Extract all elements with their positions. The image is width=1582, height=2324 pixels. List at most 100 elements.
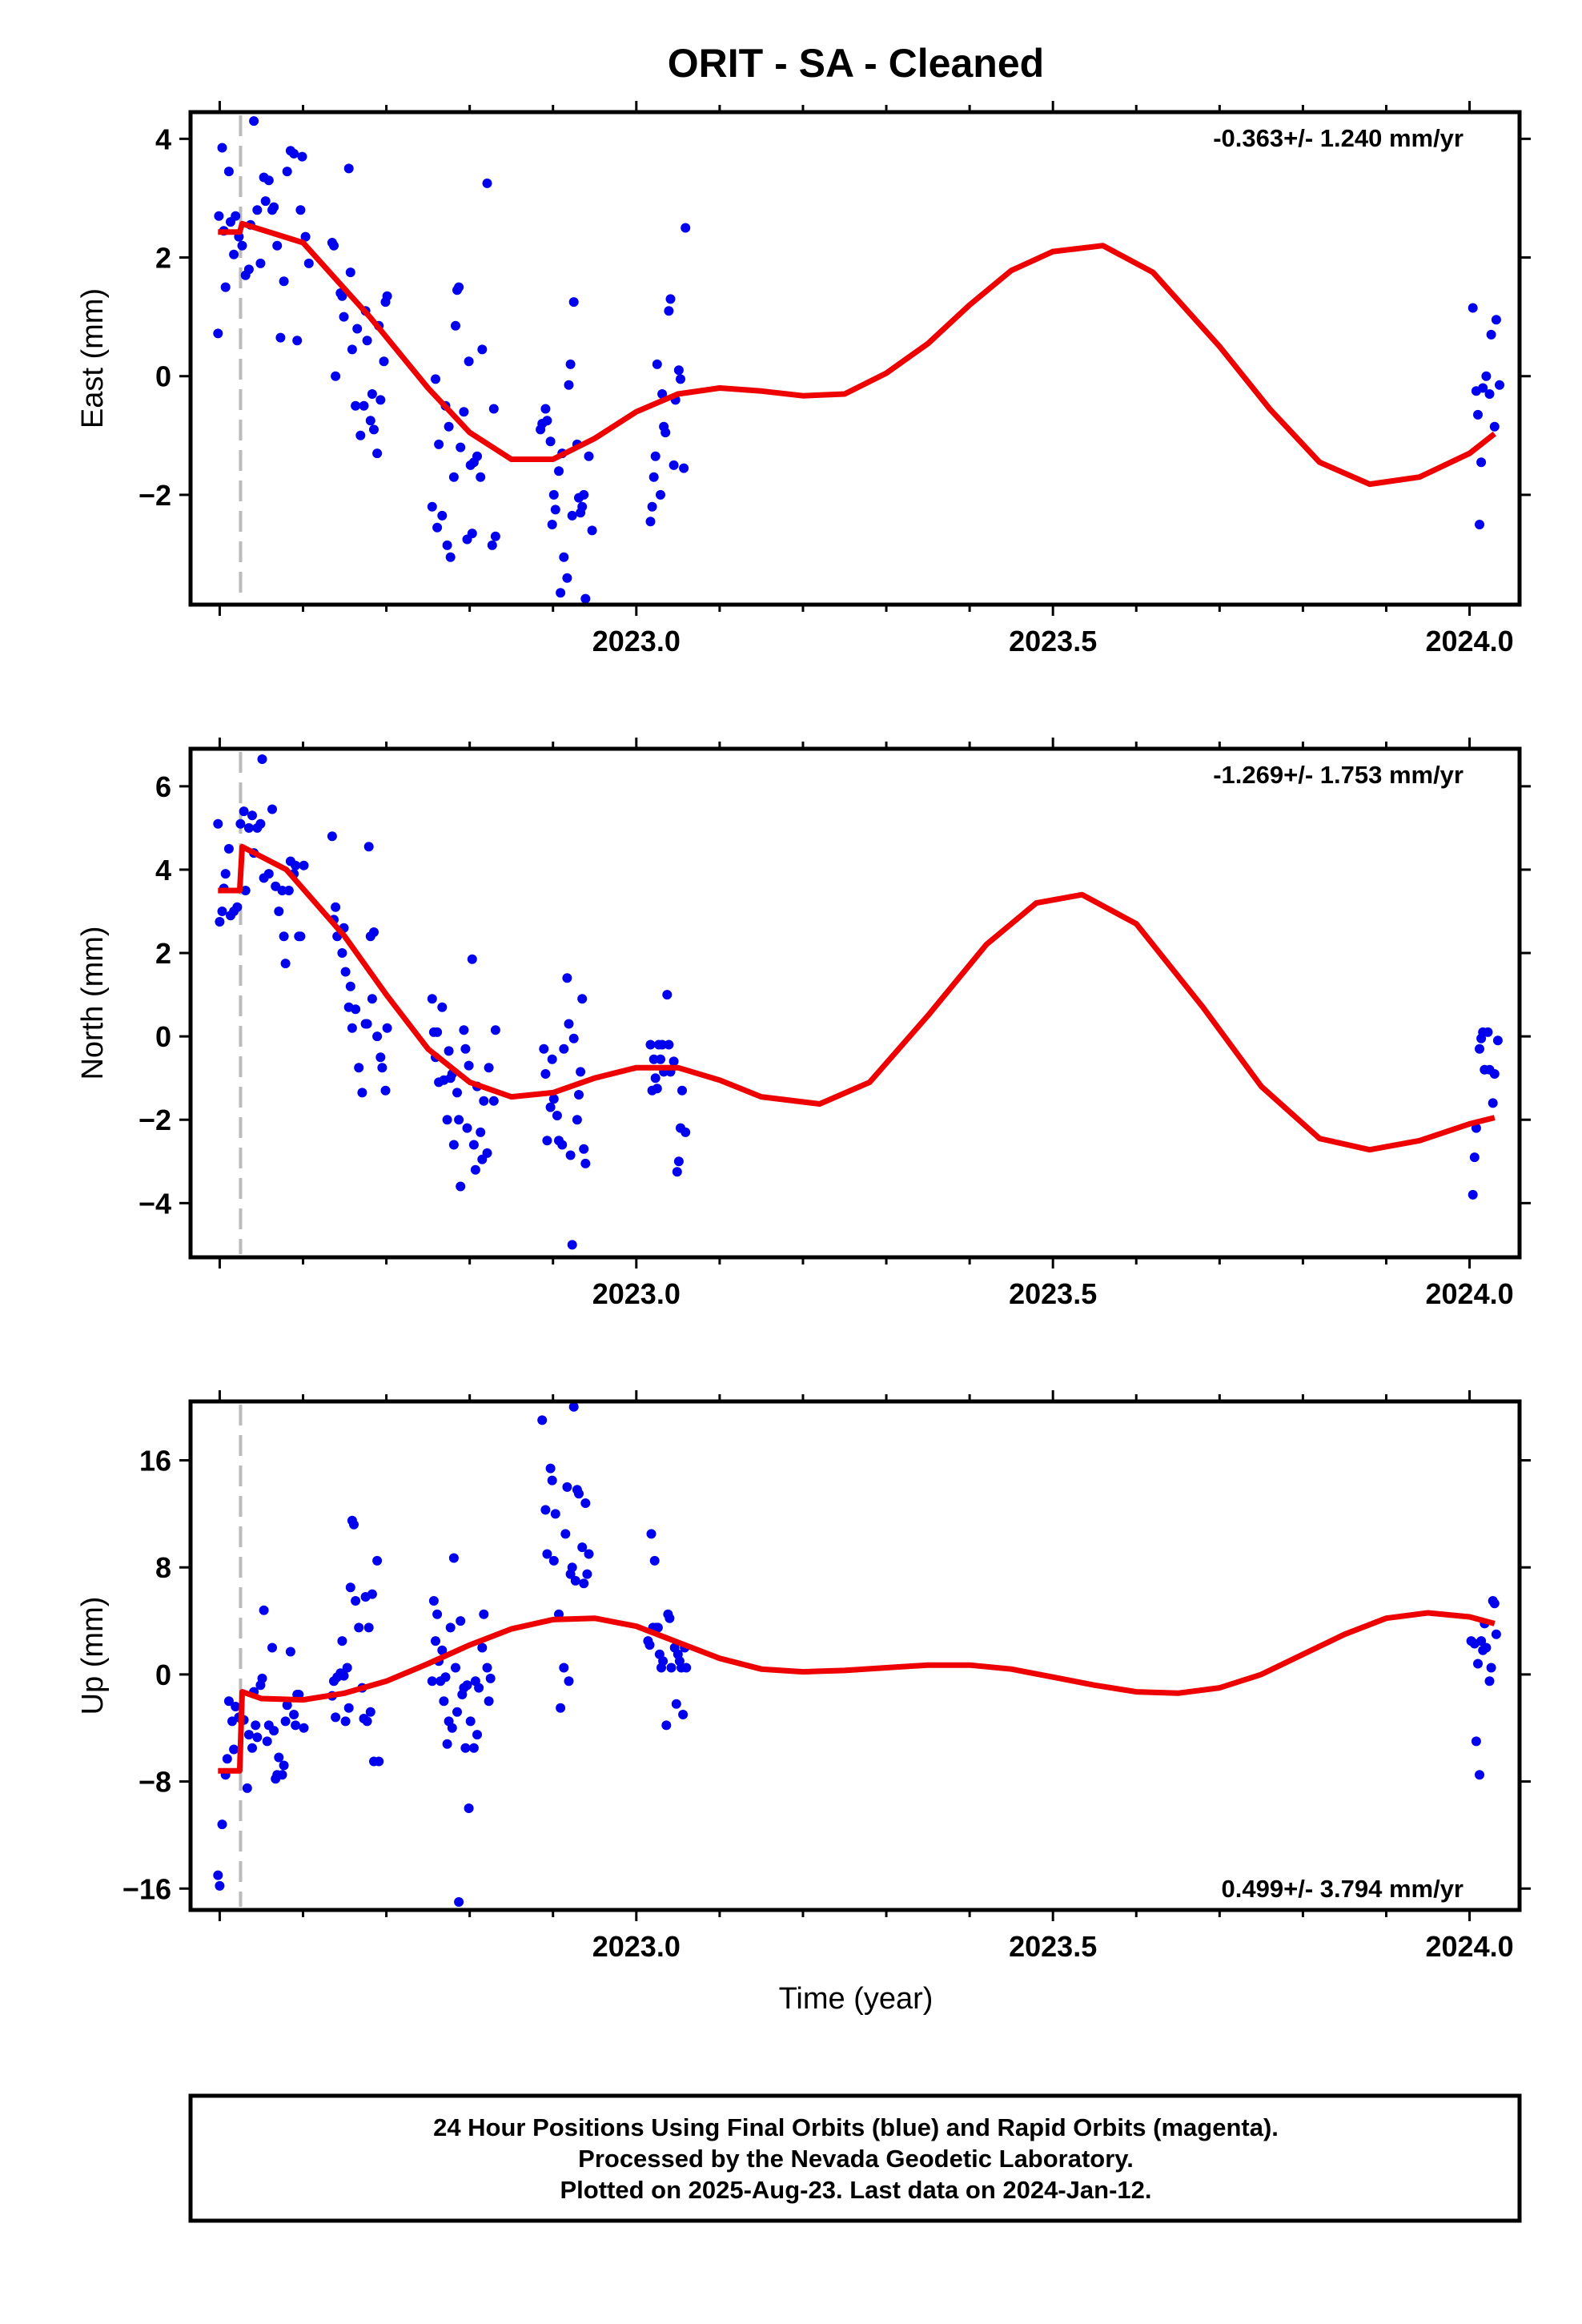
data-point [434, 439, 444, 449]
data-point [354, 1063, 364, 1073]
x-tick-label: 2023.5 [1009, 1930, 1097, 1963]
data-point [448, 472, 459, 482]
footer-box [188, 2093, 1522, 2223]
data-point [279, 931, 289, 942]
data-point [1478, 383, 1488, 393]
data-point [363, 1622, 374, 1633]
data-point [432, 1027, 443, 1037]
footer-line-3: Plotted on 2025-Aug-23. Last data on 202… [560, 2176, 1151, 2204]
data-point [437, 1645, 448, 1655]
data-point [537, 1415, 548, 1425]
data-point [562, 973, 572, 983]
data-point [351, 1596, 361, 1606]
data-point [1491, 315, 1501, 325]
data-point [681, 1127, 691, 1137]
data-point [279, 276, 289, 287]
data-point [548, 1555, 559, 1566]
data-point [282, 1700, 292, 1711]
data-point [275, 332, 286, 343]
model-curve [218, 843, 1496, 1153]
data-point [369, 927, 379, 937]
data-point [277, 886, 287, 895]
data-point [579, 1578, 589, 1589]
data-point [263, 175, 274, 186]
data-point [242, 1783, 252, 1793]
data-point [427, 1676, 437, 1687]
east-panel: 2023.0 2023.5 2024.0 −2 0 2 4 East (mm) -0.363+/… [76, 101, 1531, 657]
model-curve [218, 1610, 1496, 1774]
data-point [222, 1754, 232, 1764]
data-point [1483, 1027, 1493, 1037]
data-point [239, 806, 249, 817]
data-point [459, 1025, 469, 1035]
data-point [567, 1240, 577, 1250]
data-point [267, 1642, 277, 1653]
data-point [372, 1555, 383, 1566]
model-curve [218, 220, 1496, 488]
y-tick-label: −8 [139, 1766, 171, 1799]
rate-label: -0.363+/- 1.240 mm/yr [1213, 124, 1464, 152]
data-point [539, 1043, 549, 1054]
data-point [365, 1707, 375, 1717]
x-tick-label: 2023.5 [1009, 625, 1097, 657]
data-point [547, 520, 557, 529]
y-tick-label: −4 [139, 1187, 171, 1220]
data-point [247, 1743, 257, 1753]
data-point [327, 831, 337, 842]
rate-label: -1.269+/- 1.753 mm/yr [1213, 761, 1464, 789]
data-point [459, 407, 469, 417]
data-point [648, 472, 659, 482]
data-point [657, 389, 668, 399]
data-point [557, 1140, 568, 1150]
data-point [567, 1562, 577, 1573]
data-point [652, 1622, 663, 1633]
data-point [645, 517, 656, 527]
data-point [340, 1716, 351, 1727]
data-point [454, 1115, 464, 1125]
data-point [299, 1723, 309, 1733]
data-point [476, 1127, 486, 1137]
data-point [540, 404, 551, 414]
data-point [1469, 1152, 1480, 1163]
data-point [482, 1148, 492, 1158]
data-point [556, 1703, 566, 1713]
data-point [662, 990, 673, 1000]
data-point [547, 1475, 557, 1486]
data-point [650, 1073, 661, 1084]
data-point [456, 442, 466, 452]
data-point [352, 324, 363, 334]
data-point [269, 1726, 279, 1736]
data-point [467, 954, 477, 964]
data-point [565, 1150, 576, 1160]
data-point [567, 510, 577, 521]
data-point [542, 416, 552, 426]
data-point [540, 1505, 551, 1515]
data-point [545, 436, 556, 447]
data-point [367, 389, 377, 399]
data-point [560, 1529, 571, 1539]
data-point [568, 1033, 579, 1043]
data-point [231, 211, 241, 221]
data-point [369, 424, 379, 435]
data-point [243, 1730, 254, 1740]
data-point [580, 593, 591, 604]
data-point [490, 1025, 500, 1035]
data-point [437, 510, 448, 521]
data-point [223, 843, 234, 854]
data-point [375, 395, 386, 405]
data-point [584, 451, 594, 461]
data-point [479, 1609, 489, 1619]
data-point [1489, 421, 1500, 432]
data-point [564, 1676, 574, 1687]
data-point [1481, 371, 1492, 381]
data-point [337, 1636, 347, 1647]
data-point [658, 1656, 669, 1667]
data-point [213, 1870, 223, 1880]
data-point [648, 1054, 659, 1064]
data-point [445, 1622, 456, 1633]
data-point [545, 1102, 556, 1112]
data-point [482, 178, 492, 188]
data-point [372, 448, 383, 459]
data-point [556, 588, 566, 598]
data-point [1473, 409, 1483, 420]
